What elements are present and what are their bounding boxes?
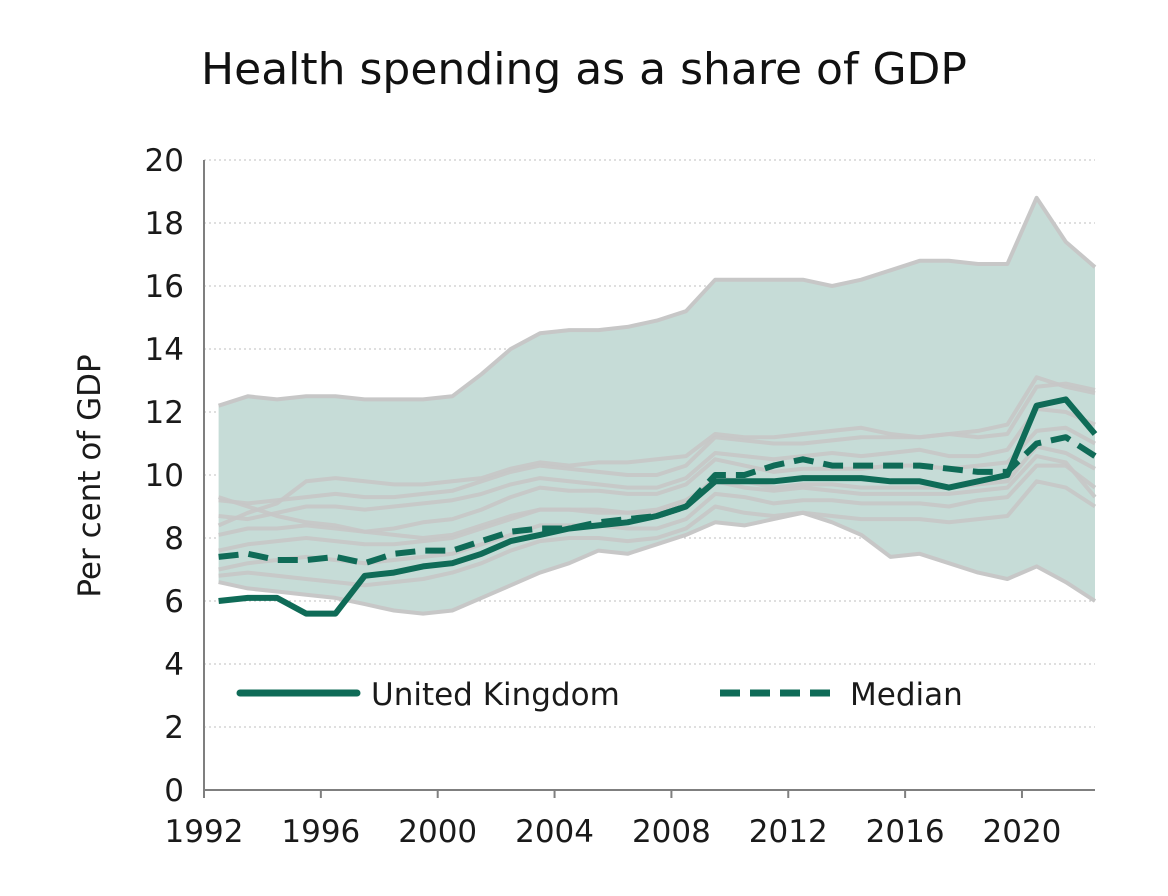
y-tick-label-6: 6 (164, 584, 184, 620)
y-tick-label-18: 18 (145, 206, 184, 242)
y-tick-label-4: 4 (164, 647, 184, 683)
other-country-line-6 (218, 479, 1097, 588)
other-country-line-5 (218, 463, 1097, 572)
tick-labels: 0 2 4 6 8 10 12 14 16 18 20 1992 1996 2000 2004 2008 201… (145, 143, 1062, 850)
y-tick-label-14: 14 (145, 332, 184, 368)
axes (203, 160, 1095, 798)
legend-uk-label: United Kingdom (371, 677, 620, 713)
x-tick-label-2004: 2004 (515, 814, 594, 850)
series-line-united-kingdom (218, 396, 1098, 617)
range-band (218, 197, 1096, 614)
y-tick-label-10: 10 (145, 458, 184, 494)
y-tick-label-8: 8 (164, 521, 184, 557)
legend-median-label: Median (850, 677, 963, 713)
band-lower-line (218, 510, 1097, 616)
x-tick-label-1992: 1992 (165, 814, 244, 850)
other-country-line-2 (218, 406, 1096, 522)
x-tick-label-2016: 2016 (866, 814, 945, 850)
x-tick-label-2000: 2000 (398, 814, 477, 850)
other-country-line-7 (217, 454, 1097, 540)
x-tick-label-1996: 1996 (281, 814, 360, 850)
y-tick-label-16: 16 (145, 269, 184, 305)
y-tick-label-0: 0 (164, 773, 184, 809)
y-tick-label-20: 20 (145, 143, 184, 179)
chart-title: Health spending as a share of GDP (201, 44, 967, 95)
range-band-fill (218, 197, 1096, 614)
y-tick-label-2: 2 (164, 710, 184, 746)
x-tick-label-2012: 2012 (749, 814, 828, 850)
y-tick-label-12: 12 (145, 395, 184, 431)
band-upper-line (217, 195, 1097, 408)
x-tick-label-2020: 2020 (983, 814, 1062, 850)
y-axis-title: Per cent of GDP (72, 354, 108, 597)
other-country-line-1 (217, 381, 1096, 528)
series-line-median (218, 434, 1097, 567)
series-lines (218, 396, 1098, 617)
legend: United Kingdom Median (236, 677, 963, 713)
x-tick-label-2008: 2008 (632, 814, 711, 850)
